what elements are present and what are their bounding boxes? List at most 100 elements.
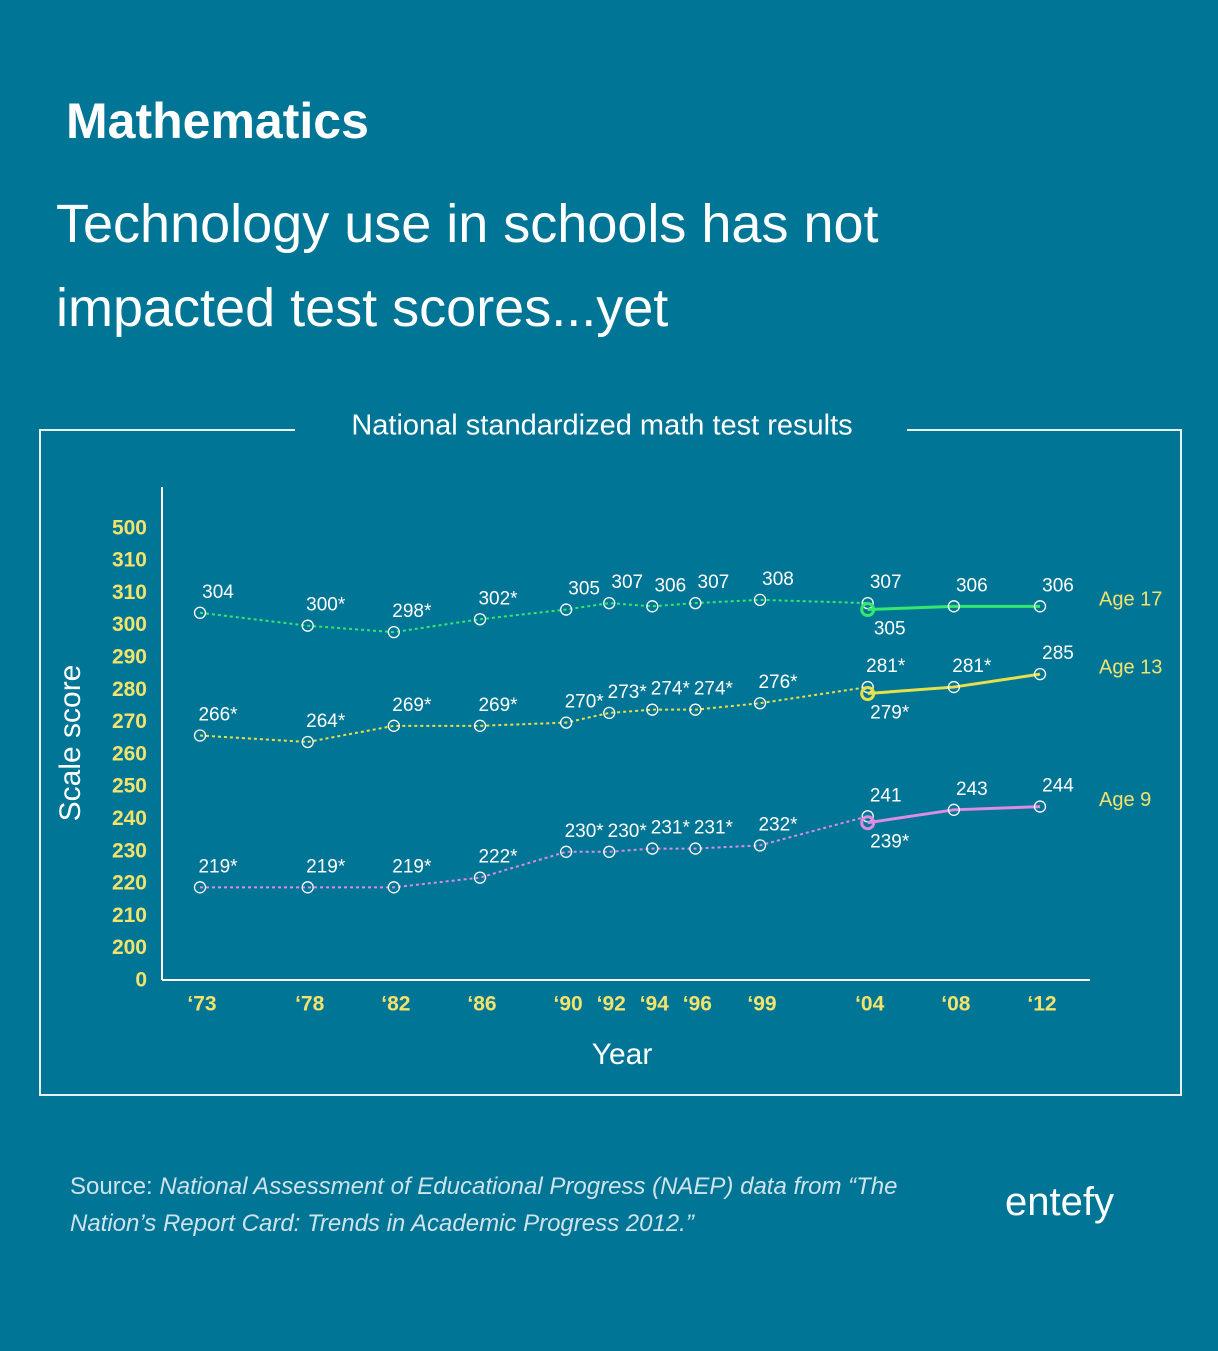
point: [1033, 600, 1047, 613]
point: [193, 606, 207, 619]
data-label: 270*: [565, 692, 605, 713]
subtitle: Technology use in schools has not impact…: [56, 194, 879, 338]
x-tick-label: ‘08: [941, 993, 971, 1016]
data-label: 306: [956, 575, 988, 596]
logo: entefy: [1005, 1180, 1114, 1224]
y-tick-label: 230: [112, 839, 147, 862]
data-label: 231*: [651, 818, 691, 839]
point: [473, 871, 487, 884]
data-label: 244: [1042, 776, 1074, 797]
data-label: 231*: [694, 818, 734, 839]
source-text: National Assessment of Educational Progr…: [70, 1173, 898, 1237]
point: [560, 845, 573, 858]
data-label: 304: [202, 582, 234, 603]
point: [753, 593, 767, 607]
x-axis-title: Year: [592, 1038, 653, 1071]
point: [301, 735, 314, 749]
point: [301, 881, 314, 894]
line-original: [199, 598, 868, 634]
y-tick-label: 270: [112, 710, 147, 733]
y-tick-label: 220: [112, 872, 147, 895]
point: [1033, 668, 1047, 681]
point: [603, 845, 616, 858]
data-label: 222*: [478, 847, 518, 868]
y-tick-label: 500: [112, 516, 147, 539]
data-label: 269*: [478, 695, 518, 716]
point: [301, 619, 314, 632]
data-label: 274*: [651, 679, 691, 700]
y-tick-label: 0: [135, 969, 147, 992]
data-label: 300*: [306, 595, 346, 616]
y-tick-label: 240: [112, 807, 147, 830]
source-label: Source:: [70, 1173, 153, 1200]
x-tick-label: ‘94: [640, 993, 670, 1016]
data-label: 274*: [694, 679, 734, 700]
data-label: 273*: [608, 682, 648, 703]
data-label: 307: [698, 572, 730, 593]
data-label: 307: [611, 572, 643, 593]
y-tick-label: 200: [112, 936, 147, 959]
point: [646, 842, 659, 855]
point: [1033, 800, 1047, 813]
x-tick-label: ‘04: [855, 993, 885, 1016]
point: [860, 602, 876, 618]
x-tick-label: ‘92: [597, 993, 626, 1016]
y-axis-title: Scale score: [54, 665, 87, 822]
x-tick-label: ‘90: [554, 993, 583, 1016]
data-label: 305: [874, 619, 906, 640]
point: [646, 600, 659, 613]
y-tick-label: 250: [112, 775, 147, 798]
data-label: 230*: [608, 821, 648, 842]
point: [753, 839, 767, 852]
y-tick-label: 280: [112, 678, 147, 701]
point: [560, 716, 573, 729]
data-label: 266*: [198, 705, 238, 726]
point: [947, 680, 960, 694]
y-tick-label: 210: [112, 904, 147, 927]
data-label: 230*: [565, 821, 605, 842]
data-label: 243: [956, 779, 988, 800]
y-tick-label: 300: [112, 613, 147, 636]
y-tick-label: 310: [112, 581, 147, 604]
line-original: [200, 815, 868, 889]
data-label: 269*: [392, 695, 432, 716]
data-label: 219*: [198, 856, 238, 877]
line-original: [199, 686, 868, 743]
point: [603, 596, 616, 610]
point: [473, 719, 487, 732]
point: [603, 706, 616, 720]
point: [689, 842, 702, 855]
data-label: 264*: [306, 711, 346, 732]
data-label: 281*: [952, 656, 992, 677]
point: [387, 881, 400, 894]
point: [689, 703, 702, 716]
data-label: 308: [762, 569, 794, 590]
point: [387, 719, 400, 732]
data-label: 306: [654, 575, 686, 596]
x-tick-label: ‘12: [1027, 993, 1056, 1016]
title: Mathematics: [66, 93, 369, 149]
point: [560, 603, 573, 616]
data-label: 219*: [306, 856, 346, 877]
x-tick-label: ‘78: [295, 993, 325, 1016]
source: Source: National Assessment of Education…: [70, 1168, 910, 1242]
point: [473, 613, 487, 626]
point: [947, 803, 960, 816]
data-label: 219*: [392, 856, 432, 877]
line-revised: [867, 604, 1040, 612]
chart-title: National standardized math test results: [351, 410, 852, 442]
y-tick-label: 260: [112, 742, 147, 765]
line-revised: [867, 672, 1041, 696]
data-label: 298*: [392, 601, 432, 622]
data-label: 276*: [758, 672, 798, 693]
line-revised: [867, 805, 1041, 825]
y-tick-label: 310: [112, 549, 147, 572]
data-label: 285: [1042, 643, 1074, 664]
x-tick-label: ‘73: [187, 993, 216, 1016]
x-tick-label: ‘96: [683, 993, 712, 1016]
data-label: 305: [568, 579, 600, 600]
frame-gap: [295, 415, 907, 445]
point: [646, 703, 659, 716]
